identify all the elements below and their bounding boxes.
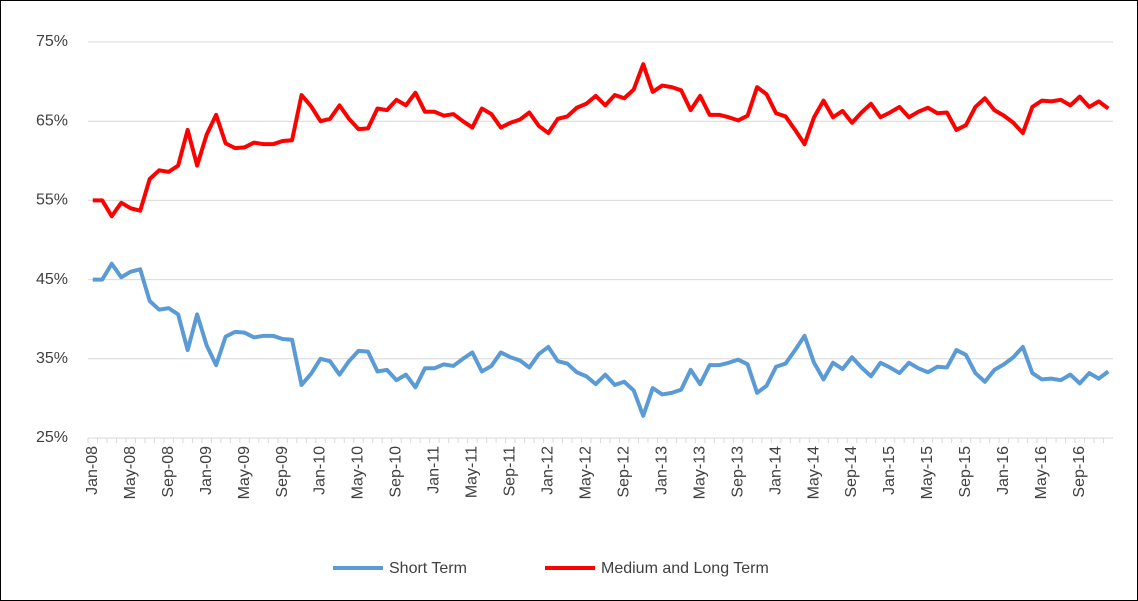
x-tick-label: Jan-09 xyxy=(198,446,215,495)
x-tick-label: May-10 xyxy=(350,446,367,499)
y-tick-label: 25% xyxy=(36,429,68,446)
x-tick-label: May-08 xyxy=(122,446,139,499)
x-tick-label: Jan-15 xyxy=(881,446,898,495)
x-tick-label: Jan-14 xyxy=(767,446,784,495)
x-tick-label: Jan-16 xyxy=(995,446,1012,495)
series-line xyxy=(92,261,1110,418)
x-tick-label: Jan-13 xyxy=(653,446,670,495)
y-tick-label: 35% xyxy=(36,350,68,367)
x-tick-label: Jan-11 xyxy=(426,446,443,494)
x-tick-label: Sep-16 xyxy=(1071,446,1088,498)
x-tick-label: Sep-12 xyxy=(615,446,632,498)
x-tick-label: Sep-08 xyxy=(160,446,177,498)
x-tick-label: May-12 xyxy=(577,446,594,499)
x-tick-label: Jan-12 xyxy=(540,446,557,495)
x-tick-label: Sep-13 xyxy=(729,446,746,498)
legend-label: Short Term xyxy=(389,560,467,577)
x-tick-label: Sep-14 xyxy=(843,446,860,498)
y-tick-label: 65% xyxy=(36,112,68,129)
legend-label: Medium and Long Term xyxy=(601,560,769,577)
x-tick-label: Sep-10 xyxy=(388,446,405,498)
x-tick-label: May-09 xyxy=(236,446,253,499)
x-tick-label: Sep-15 xyxy=(957,446,974,498)
x-tick-label: Jan-08 xyxy=(84,446,101,495)
x-tick-label: May-14 xyxy=(805,446,822,499)
y-tick-label: 45% xyxy=(36,271,68,288)
series-line xyxy=(92,62,1110,219)
x-tick-label: May-15 xyxy=(919,446,936,499)
x-tick-label: May-16 xyxy=(1033,446,1050,499)
x-tick-label: May-11 xyxy=(464,446,481,498)
y-tick-label: 55% xyxy=(36,192,68,209)
x-tick-label: Sep-09 xyxy=(274,446,291,498)
y-tick-label: 75% xyxy=(36,33,68,50)
x-tick-label: Jan-10 xyxy=(312,446,329,495)
x-tick-label: Sep-11 xyxy=(502,446,519,497)
x-tick-label: May-13 xyxy=(691,446,708,499)
